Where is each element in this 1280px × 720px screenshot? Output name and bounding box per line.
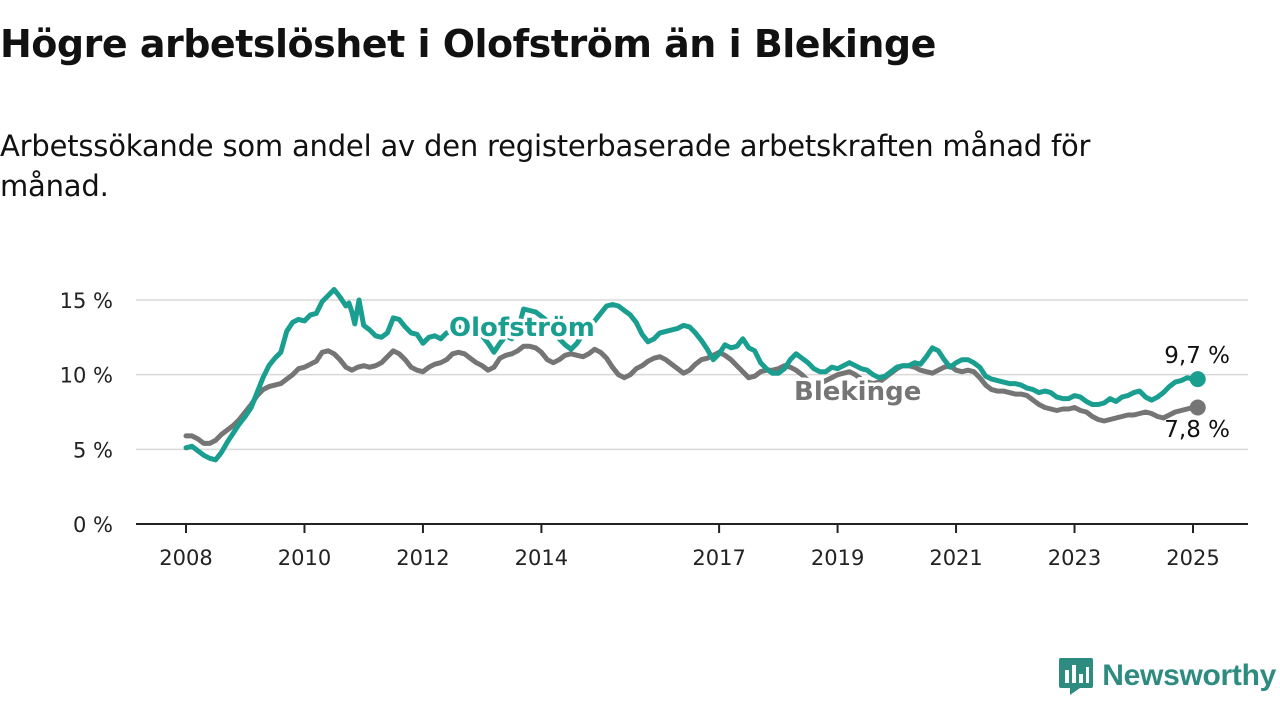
x-tick-label: 2025: [1166, 546, 1219, 570]
series-line-olofstrom: [183, 287, 1201, 463]
series-line-blekinge: [183, 343, 1201, 446]
end-point-blekinge: [1189, 399, 1206, 416]
y-tick-label: 15 %: [60, 289, 113, 313]
series-lines: [183, 287, 1206, 463]
y-tick-label: 0 %: [73, 513, 113, 537]
x-tick-label: 2019: [811, 546, 864, 570]
newsworthy-logo-icon: [1059, 658, 1094, 695]
y-tick-label: 5 %: [73, 438, 113, 462]
x-axis: 2008 2010 2012 2014 2017 2019 2021 2023 2025: [136, 523, 1248, 570]
x-tick-label: 2008: [159, 546, 212, 570]
y-tick-label: 10 %: [60, 364, 113, 388]
end-label-olofstrom: 9,7 %: [1164, 343, 1230, 369]
x-tick-label: 2023: [1048, 546, 1101, 570]
y-axis: 0 % 5 % 10 % 15 %: [60, 289, 113, 537]
x-tick-label: 2017: [692, 546, 745, 570]
newsworthy-brand: Newsworthy: [1058, 656, 1276, 696]
series-labels: Olofström Blekinge 9,7 % 7,8 %: [446, 310, 1231, 444]
brand-name: Newsworthy: [1102, 659, 1276, 692]
end-label-blekinge: 7,8 %: [1164, 417, 1230, 443]
end-point-olofstrom: [1189, 371, 1206, 388]
series-label-blekinge: Blekinge: [794, 377, 921, 407]
chart-title: Högre arbetslöshet i Olofström än i Blek…: [0, 22, 936, 66]
chart-subtitle: Arbetssökande som andel av den registerb…: [0, 129, 1091, 203]
x-tick-label: 2014: [515, 546, 568, 570]
x-tick-label: 2012: [396, 546, 449, 570]
x-tick-label: 2010: [278, 546, 331, 570]
x-tick-label: 2021: [929, 546, 982, 570]
series-label-olofstrom: Olofström: [449, 313, 595, 343]
